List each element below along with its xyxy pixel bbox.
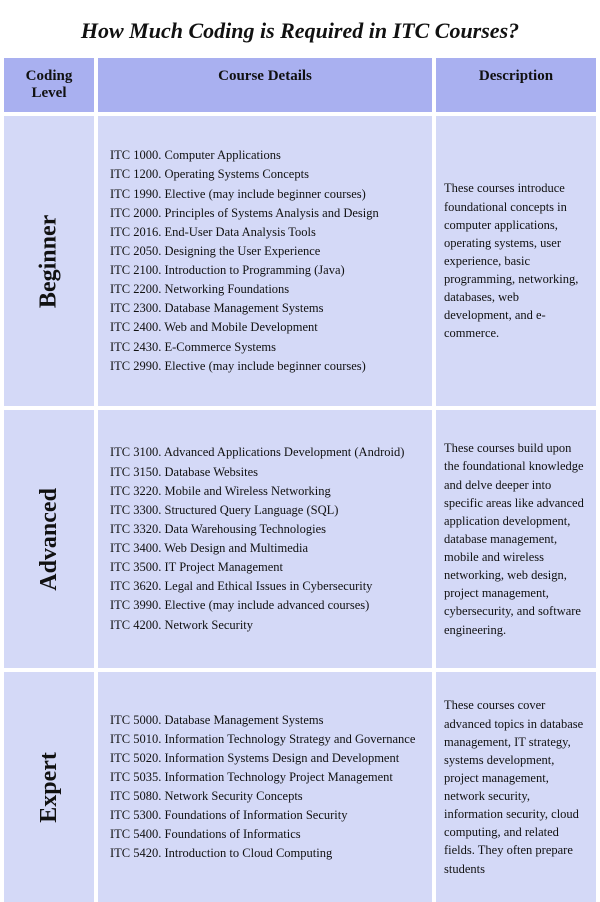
header-course-details: Course Details	[98, 58, 432, 112]
course-line: ITC 2016. End-User Data Analysis Tools	[110, 223, 420, 241]
course-line: ITC 3220. Mobile and Wireless Networking	[110, 482, 420, 500]
level-label: Beginner	[32, 214, 67, 307]
course-line: ITC 5035. Information Technology Project…	[110, 768, 420, 786]
header-description: Description	[436, 58, 596, 112]
course-line: ITC 3500. IT Project Management	[110, 558, 420, 576]
course-line: ITC 1000. Computer Applications	[110, 146, 420, 164]
header-coding-level: Coding Level	[4, 58, 94, 112]
course-line: ITC 3400. Web Design and Multimedia	[110, 539, 420, 557]
table-row: Advanced ITC 3100. Advanced Applications…	[0, 410, 600, 668]
course-line: ITC 5000. Database Management Systems	[110, 711, 420, 729]
course-line: ITC 5080. Network Security Concepts	[110, 787, 420, 805]
course-line: ITC 3620. Legal and Ethical Issues in Cy…	[110, 577, 420, 595]
course-line: ITC 2100. Introduction to Programming (J…	[110, 261, 420, 279]
course-line: ITC 2050. Designing the User Experience	[110, 242, 420, 260]
course-line: ITC 3150. Database Websites	[110, 463, 420, 481]
course-line: ITC 3990. Elective (may include advanced…	[110, 596, 420, 614]
course-line: ITC 1990. Elective (may include beginner…	[110, 185, 420, 203]
description-text: These courses cover advanced topics in d…	[444, 696, 588, 877]
level-label: Expert	[32, 752, 67, 823]
page-title: How Much Coding is Required in ITC Cours…	[0, 0, 600, 58]
course-line: ITC 5400. Foundations of Informatics	[110, 825, 420, 843]
level-cell-expert: Expert	[4, 672, 94, 902]
course-line: ITC 2000. Principles of Systems Analysis…	[110, 204, 420, 222]
table-row: Expert ITC 5000. Database Management Sys…	[0, 672, 600, 902]
course-line: ITC 5300. Foundations of Information Sec…	[110, 806, 420, 824]
course-line: ITC 5010. Information Technology Strateg…	[110, 730, 420, 748]
course-line: ITC 3300. Structured Query Language (SQL…	[110, 501, 420, 519]
course-line: ITC 2300. Database Management Systems	[110, 299, 420, 317]
course-line: ITC 3320. Data Warehousing Technologies	[110, 520, 420, 538]
courses-cell-advanced: ITC 3100. Advanced Applications Developm…	[98, 410, 432, 668]
course-line: ITC 5020. Information Systems Design and…	[110, 749, 420, 767]
course-line: ITC 2990. Elective (may include beginner…	[110, 357, 420, 375]
description-text: These courses build upon the foundationa…	[444, 439, 588, 638]
course-line: ITC 5420. Introduction to Cloud Computin…	[110, 844, 420, 862]
table-row: Beginner ITC 1000. Computer Applications…	[0, 116, 600, 406]
course-line: ITC 1200. Operating Systems Concepts	[110, 165, 420, 183]
level-cell-advanced: Advanced	[4, 410, 94, 668]
level-label: Advanced	[32, 488, 67, 591]
table-header-row: Coding Level Course Details Description	[0, 58, 600, 112]
description-cell-advanced: These courses build upon the foundationa…	[436, 410, 596, 668]
course-line: ITC 2430. E-Commerce Systems	[110, 338, 420, 356]
course-line: ITC 3100. Advanced Applications Developm…	[110, 443, 420, 461]
description-text: These courses introduce foundational con…	[444, 179, 588, 342]
description-cell-beginner: These courses introduce foundational con…	[436, 116, 596, 406]
course-line: ITC 2400. Web and Mobile Development	[110, 318, 420, 336]
course-line: ITC 4200. Network Security	[110, 616, 420, 634]
description-cell-expert: These courses cover advanced topics in d…	[436, 672, 596, 902]
courses-cell-beginner: ITC 1000. Computer ApplicationsITC 1200.…	[98, 116, 432, 406]
level-cell-beginner: Beginner	[4, 116, 94, 406]
course-line: ITC 2200. Networking Foundations	[110, 280, 420, 298]
courses-cell-expert: ITC 5000. Database Management SystemsITC…	[98, 672, 432, 902]
